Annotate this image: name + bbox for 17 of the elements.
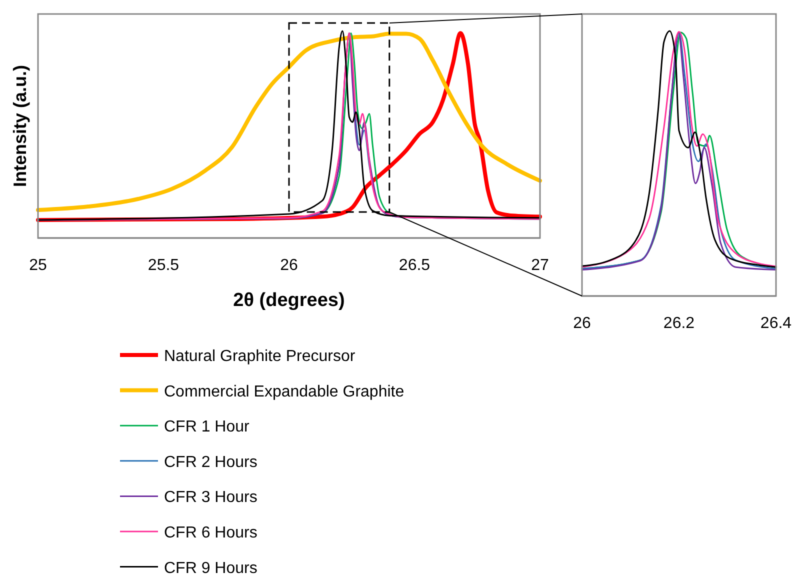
x-tick-label: 26.2: [663, 315, 695, 332]
legend-label: Commercial Expandable Graphite: [164, 383, 404, 400]
x-tick-label: 26.5: [398, 257, 430, 274]
x-tick-label: 26: [280, 257, 298, 274]
legend-label: CFR 3 Hours: [164, 489, 258, 506]
legend-label: Natural Graphite Precursor: [164, 348, 356, 365]
legend-label: CFR 2 Hours: [164, 454, 258, 471]
legend-label: CFR 6 Hours: [164, 524, 258, 542]
x-tick-label: 27: [531, 257, 549, 274]
legend-label: CFR 1 Hour: [164, 418, 250, 436]
x-axis-title: 2θ (degrees): [233, 290, 345, 311]
x-tick-label: 26.4: [760, 315, 792, 332]
legend-label: CFR 9 Hours: [164, 560, 258, 576]
x-tick-label: 25: [29, 257, 47, 274]
y-axis-title: Intensity (a.u.): [10, 64, 30, 188]
x-tick-label: 26: [573, 315, 591, 332]
x-tick-label: 25.5: [148, 257, 180, 274]
